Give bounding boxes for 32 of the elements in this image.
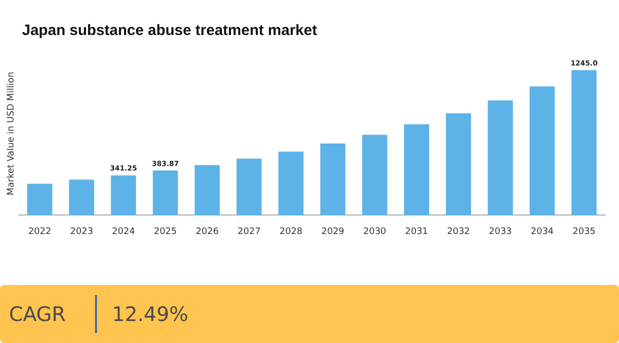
x-tick-label: 2030 [363,226,386,237]
chart-title: Japan substance abuse treatment market [22,22,318,39]
x-tick-label: 2029 [321,226,345,237]
x-tick-label: 2031 [405,226,428,237]
bar [278,152,304,216]
x-tick-label: 2024 [112,226,136,237]
x-tick-label: 2032 [446,226,470,237]
bar [572,70,597,216]
bar [69,180,94,216]
bar [236,158,262,216]
text: CAGR [9,302,67,326]
y-axis-title: Market Value in USD Million [6,72,17,196]
bar [446,113,472,216]
bar [404,124,430,216]
x-tick-label: 2026 [196,226,219,237]
bar [530,86,555,216]
bar [320,144,346,216]
x-tick-label: 2035 [572,226,596,237]
x-tick-label: 2033 [488,226,512,237]
x-tick-label: 2034 [530,226,554,237]
bar [27,184,52,216]
x-tick-label: 2022 [28,226,52,237]
bar [152,170,178,216]
x-tick-label: 2023 [70,226,94,237]
bar [110,175,136,216]
x-tick-label: 2027 [238,226,261,237]
x-tick-label: 2028 [280,226,303,237]
x-tick-label: 2025 [154,226,177,237]
bar [362,134,388,216]
bar [488,100,513,216]
text: 12.49% [112,302,188,326]
bar [194,165,220,216]
